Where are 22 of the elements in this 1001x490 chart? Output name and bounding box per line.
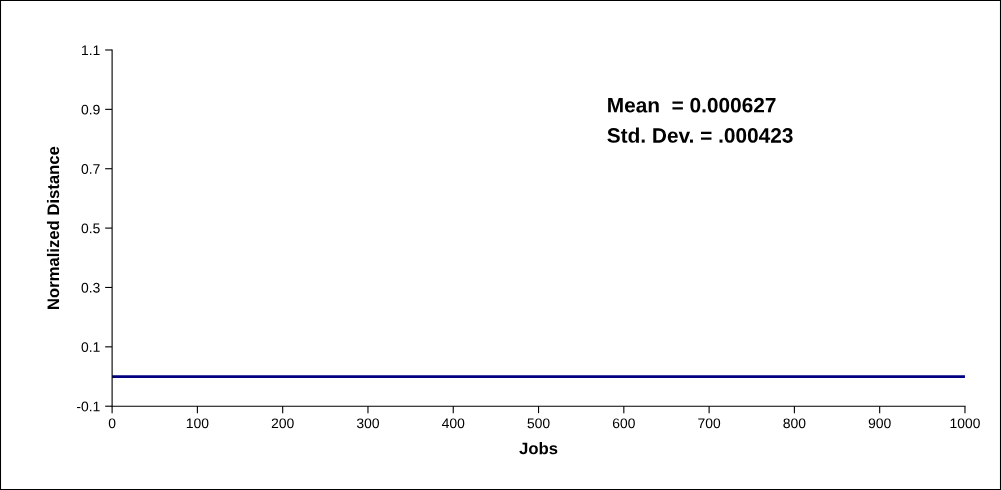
annotation: Std. Dev. = .000423 [607, 127, 793, 143]
x-tick-label: 600 [612, 418, 635, 429]
x-tick-label: 500 [527, 418, 550, 429]
x-tick-label: 800 [783, 418, 806, 429]
y-tick-label: 0.1 [81, 342, 100, 353]
y-tick-label: 0.5 [81, 223, 100, 234]
y-tick-label: 0.3 [81, 282, 100, 293]
x-tick-label: 300 [356, 418, 380, 429]
x-tick-label: 1000 [950, 418, 980, 429]
y-axis-title: Normalized Distance [46, 146, 60, 309]
annotation: Mean = 0.000627 [608, 97, 776, 113]
x-tick-label: 100 [186, 418, 209, 429]
x-tick-label: 700 [698, 418, 721, 429]
y-tick-label: 0.7 [81, 164, 100, 174]
x-tick-label: 200 [271, 418, 294, 429]
x-axis-title: Jobs [519, 442, 558, 455]
y-tick-label: -0.1 [76, 401, 100, 412]
y-tick-label: 0.9 [81, 104, 100, 115]
y-tick-label: 1.1 [82, 45, 100, 56]
x-tick-label: 900 [868, 418, 891, 429]
x-tick-label: 400 [441, 418, 465, 429]
x-tick-label: 0 [108, 418, 116, 429]
